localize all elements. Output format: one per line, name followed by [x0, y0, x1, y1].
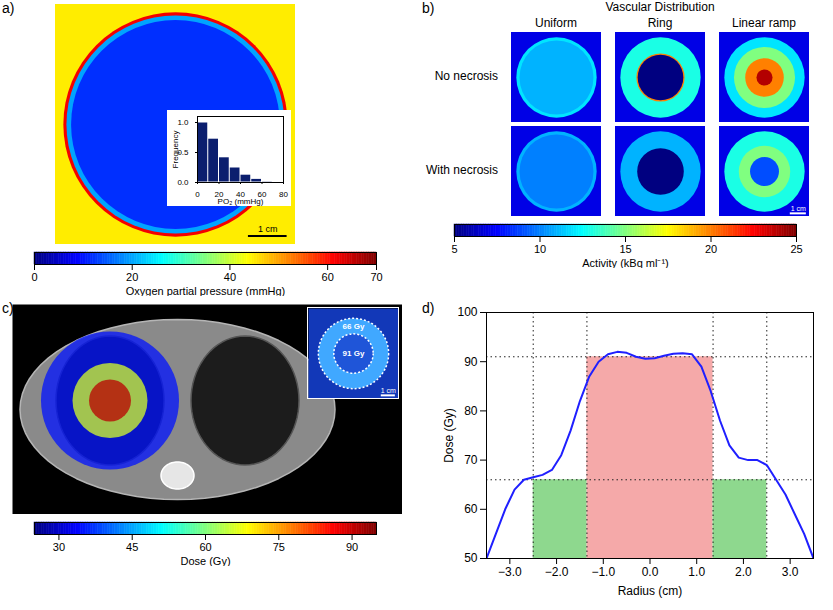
svg-text:60: 60	[199, 541, 211, 553]
html-text:Uniform: Uniform	[535, 16, 577, 30]
svg-text:1 cm: 1 cm	[791, 205, 806, 212]
svg-text:45: 45	[126, 541, 138, 553]
svg-text:Radius (cm): Radius (cm)	[618, 584, 683, 598]
svg-text:3.0: 3.0	[782, 565, 799, 579]
html-text:No necrosis: No necrosis	[434, 69, 498, 83]
svg-text:15: 15	[619, 243, 631, 255]
svg-text:PO₂ (mmHg): PO₂ (mmHg)	[218, 197, 264, 206]
svg-text:1.0: 1.0	[177, 118, 189, 127]
svg-text:75: 75	[273, 541, 285, 553]
svg-text:1 cm: 1 cm	[381, 387, 396, 394]
svg-text:25: 25	[790, 243, 802, 255]
svg-text:90: 90	[346, 541, 358, 553]
svg-text:0: 0	[195, 190, 200, 199]
svg-text:−2.0: −2.0	[545, 565, 569, 579]
svg-text:0.0: 0.0	[642, 565, 659, 579]
svg-text:60: 60	[257, 190, 267, 200]
svg-text:0: 0	[31, 271, 37, 283]
svg-text:Activity (kBq ml⁻¹): Activity (kBq ml⁻¹)	[582, 257, 669, 269]
svg-text:0.0: 0.0	[177, 178, 189, 187]
svg-text:70: 70	[464, 453, 478, 467]
svg-text:5: 5	[451, 243, 457, 255]
svg-text:30: 30	[53, 541, 65, 553]
svg-text:1 cm: 1 cm	[258, 224, 278, 234]
svg-text:1.0: 1.0	[688, 565, 705, 579]
svg-text:0.5: 0.5	[177, 148, 189, 158]
svg-text:50: 50	[464, 551, 478, 565]
html-text:Linear ramp: Linear ramp	[732, 16, 796, 30]
svg-text:20: 20	[214, 190, 224, 200]
svg-text:−1.0: −1.0	[591, 565, 615, 579]
svg-text:Oxygen partial pressure (mmHg): Oxygen partial pressure (mmHg)	[126, 285, 286, 297]
svg-text:66 Gy: 66 Gy	[343, 322, 365, 331]
svg-text:80: 80	[279, 190, 288, 199]
svg-text:−3.0: −3.0	[498, 565, 522, 579]
svg-text:20: 20	[126, 271, 138, 283]
svg-text:90: 90	[464, 355, 478, 369]
svg-text:2.0: 2.0	[735, 565, 752, 579]
html-text:b): b)	[422, 0, 435, 16]
svg-text:100: 100	[457, 305, 477, 319]
svg-text:60: 60	[464, 502, 478, 516]
html-text:a): a)	[2, 0, 15, 16]
svg-text:91 Gy: 91 Gy	[343, 349, 365, 358]
html-text:d): d)	[422, 300, 435, 316]
svg-text:60: 60	[322, 271, 334, 283]
html-text:Ring: Ring	[647, 16, 673, 30]
svg-text:Dose (Gy): Dose (Gy)	[180, 555, 230, 567]
svg-text:10: 10	[534, 243, 546, 255]
svg-text:80: 80	[464, 404, 478, 418]
svg-text:40: 40	[224, 271, 236, 283]
html-text:c): c)	[2, 300, 14, 316]
html-text:With necrosis: With necrosis	[426, 163, 498, 177]
svg-text:Frequency: Frequency	[171, 131, 180, 169]
svg-text:Dose (Gy): Dose (Gy)	[442, 408, 456, 463]
svg-text:70: 70	[370, 271, 382, 283]
html-text:Vascular Distribution: Vascular Distribution	[605, 0, 715, 14]
svg-text:40: 40	[236, 190, 245, 200]
svg-text:20: 20	[705, 243, 717, 255]
